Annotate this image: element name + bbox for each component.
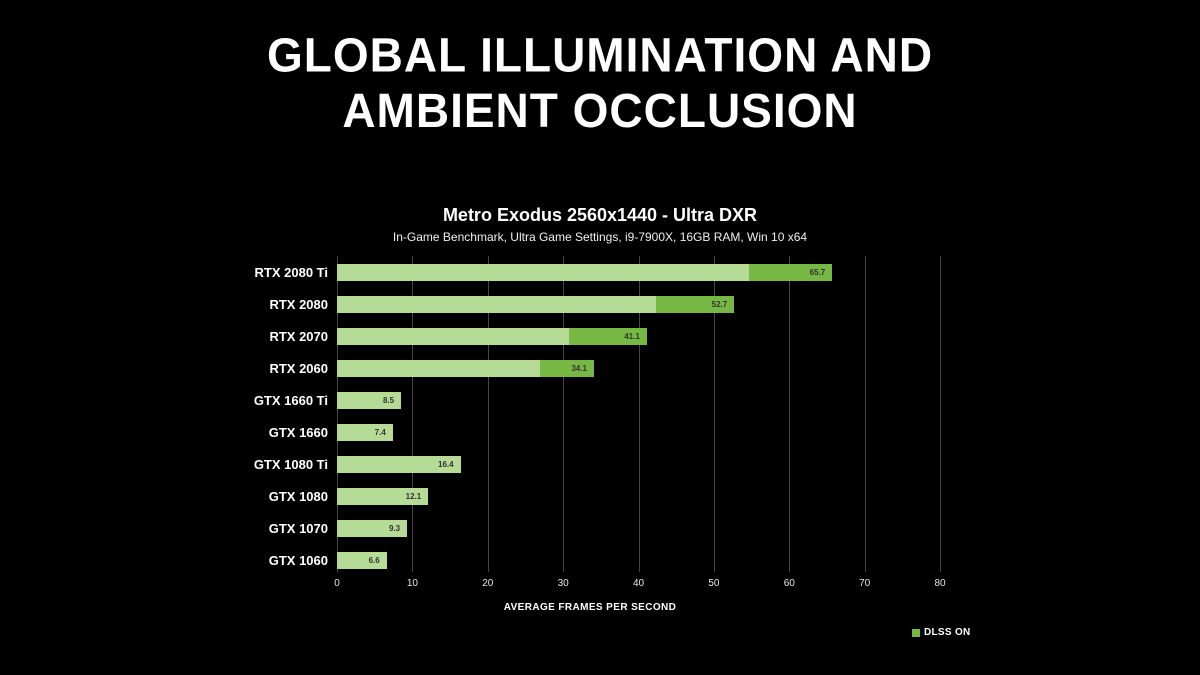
bar-row: RTX 2080 Ti 65.7 [255, 264, 940, 281]
bar: 41.1 [337, 328, 647, 345]
bar: 9.3 [337, 520, 408, 537]
bar-value-label: 12.1 [405, 492, 422, 501]
bar-value-label: 9.3 [388, 524, 401, 533]
bar-row: RTX 2080 52.7 [269, 296, 940, 313]
bar-dlss-segment [539, 360, 595, 377]
plot-area: 0 10 20 30 40 50 60 70 80 RTX 2080 Ti 65.7 RTX 2080… [254, 256, 946, 589]
chart-subtitle: In-Game Benchmark, Ultra Game Settings, … [392, 230, 808, 244]
legend-swatch-dlss-on [912, 628, 920, 637]
gridline [638, 256, 640, 572]
bar-label: RTX 2080 [269, 297, 328, 312]
bar-value-label: 16.4 [438, 460, 454, 469]
page-title-line-1: GLOBAL ILLUMINATION AND [266, 28, 934, 83]
bar-row: RTX 2070 41.1 [269, 328, 940, 345]
x-axis-title: AVERAGE FRAMES PER SECOND [503, 602, 677, 613]
bar-value-label: 6.6 [368, 556, 380, 565]
bar-label: GTX 1070 [268, 521, 328, 536]
bar-row: GTX 1080 12.1 [269, 488, 940, 505]
bar-value-label: 34.1 [571, 364, 588, 373]
bar-dlss-segment [749, 264, 833, 281]
gridline [487, 256, 489, 572]
bar: 52.7 [337, 296, 735, 313]
bar-value-label: 41.1 [624, 332, 640, 341]
x-tick-label: 20 [482, 578, 494, 589]
gridline [864, 256, 866, 572]
bar-row: GTX 1070 9.3 [269, 520, 940, 537]
bar: 6.6 [337, 552, 387, 569]
bar-value-label: 65.7 [809, 268, 826, 277]
bar: 16.4 [337, 456, 461, 473]
x-tick-label: 30 [557, 578, 569, 589]
bar-label: RTX 2070 [269, 329, 328, 344]
legend-label: DLSS ON [924, 627, 971, 638]
bar-row: GTX 1660 7.4 [269, 424, 940, 441]
gridline [713, 256, 715, 572]
gridline [337, 256, 338, 572]
x-tick-label: 40 [632, 578, 645, 589]
gridline [412, 256, 414, 572]
x-tick-label: 50 [708, 578, 720, 589]
bar: 8.5 [337, 392, 402, 409]
legend: DLSS ON [912, 627, 971, 638]
bar-label: RTX 2060 [269, 361, 328, 376]
gridline [563, 256, 565, 572]
bar: 12.1 [337, 488, 429, 505]
bar-dlss-segment [655, 296, 735, 313]
gridline [789, 256, 791, 572]
chart-title: Metro Exodus 2560x1440 - Ultra DXR [442, 205, 758, 225]
page-title-line-2: AMBIENT OCCLUSION [342, 83, 858, 138]
bar-value-label: 8.5 [382, 396, 395, 405]
bar-row: GTX 1080 Ti 16.4 [254, 456, 940, 473]
bar-label: GTX 1080 Ti [253, 457, 328, 472]
x-tick-label: 80 [934, 578, 946, 589]
bar-row: GTX 1060 6.6 [269, 552, 940, 569]
bar-label: GTX 1660 [268, 425, 328, 440]
bar-row: RTX 2060 34.1 [269, 360, 940, 377]
bar-value-label: 7.4 [374, 428, 386, 437]
gridline [940, 256, 941, 572]
bar-label: GTX 1060 [268, 553, 328, 568]
bar: 65.7 [337, 264, 833, 281]
bar: 34.1 [337, 360, 595, 377]
x-tick-label: 70 [859, 578, 871, 589]
page-title: GLOBAL ILLUMINATION AND AMBIENT OCCLUSIO… [0, 28, 1200, 138]
bar-label: GTX 1080 [268, 489, 328, 504]
bar: 7.4 [337, 424, 393, 441]
bar-label: RTX 2080 Ti [254, 265, 328, 280]
bar-row: GTX 1660 Ti 8.5 [254, 392, 940, 409]
x-tick-label: 0 [334, 578, 340, 589]
bar-value-label: 52.7 [711, 300, 728, 309]
x-tick-label: 10 [406, 578, 418, 589]
bar-label: GTX 1660 Ti [253, 393, 328, 408]
x-tick-label: 60 [783, 578, 795, 589]
bar-dlss-segment [569, 328, 647, 345]
